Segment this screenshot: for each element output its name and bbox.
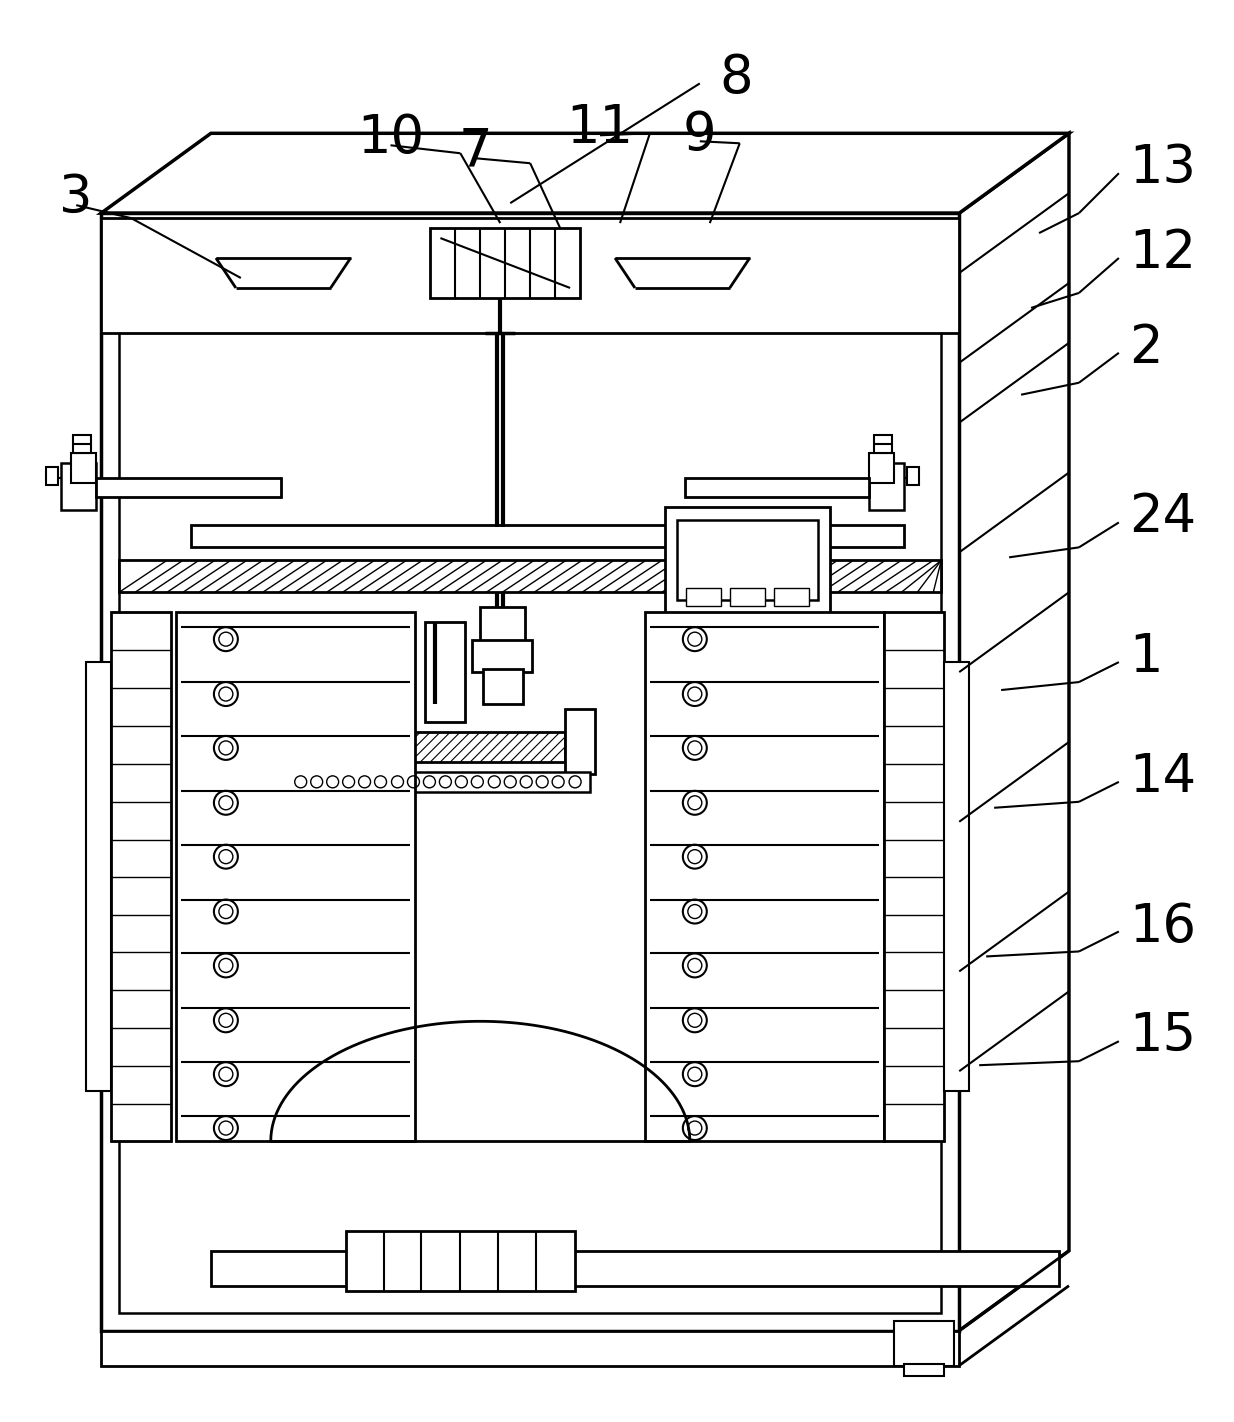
Bar [473, 640, 532, 673]
Bar [774, 589, 808, 606]
Text: 7: 7 [459, 125, 492, 178]
Bar [111, 613, 172, 1140]
Bar [426, 623, 465, 722]
Bar [907, 466, 919, 485]
Text: 11: 11 [566, 102, 633, 155]
Bar [191, 525, 905, 547]
Bar [96, 478, 281, 498]
Bar [686, 589, 721, 606]
Bar [885, 613, 944, 1140]
Bar [62, 462, 96, 510]
Bar [665, 508, 829, 693]
Text: 12: 12 [1129, 228, 1196, 279]
Bar [73, 435, 91, 452]
Bar [480, 607, 526, 643]
Bar [729, 665, 765, 684]
Bar [336, 732, 565, 762]
Bar [101, 218, 959, 333]
Bar [645, 613, 885, 1140]
Bar [101, 213, 959, 1331]
Bar [870, 462, 905, 510]
Polygon shape [959, 134, 1069, 1331]
Text: 2: 2 [1129, 321, 1162, 374]
Bar [729, 614, 765, 633]
Text: 24: 24 [1129, 492, 1196, 543]
Bar [686, 614, 721, 633]
Bar [895, 1321, 954, 1365]
Bar [120, 232, 942, 1313]
Text: 16: 16 [1129, 900, 1196, 953]
Text: 9: 9 [682, 109, 717, 161]
Bar [47, 466, 58, 485]
Bar [431, 228, 580, 299]
Bar [905, 1364, 944, 1375]
Bar [729, 640, 765, 658]
Bar [677, 520, 818, 600]
Bar [944, 663, 969, 1091]
Bar [306, 710, 336, 774]
Bar [774, 614, 808, 633]
Bar [686, 640, 721, 658]
Text: 14: 14 [1129, 751, 1196, 803]
Text: 1: 1 [1129, 631, 1162, 683]
Text: 15: 15 [1129, 1010, 1196, 1062]
Bar [346, 1231, 575, 1291]
Bar [72, 452, 96, 482]
Bar [774, 640, 808, 658]
Bar [875, 435, 892, 452]
Bar [685, 478, 870, 498]
Text: 3: 3 [59, 172, 93, 225]
Bar [291, 772, 590, 792]
Text: 8: 8 [719, 53, 754, 104]
Text: 13: 13 [1129, 142, 1196, 195]
Bar [484, 670, 523, 704]
Bar [120, 560, 942, 593]
Bar [176, 613, 416, 1140]
Bar [870, 452, 895, 482]
Bar [686, 665, 721, 684]
Bar [211, 1251, 1059, 1285]
Bar [774, 665, 808, 684]
Bar [101, 1331, 959, 1365]
Bar [729, 589, 765, 606]
Bar [565, 710, 595, 774]
Polygon shape [101, 134, 1069, 213]
Text: 10: 10 [357, 112, 424, 165]
Bar [86, 663, 111, 1091]
